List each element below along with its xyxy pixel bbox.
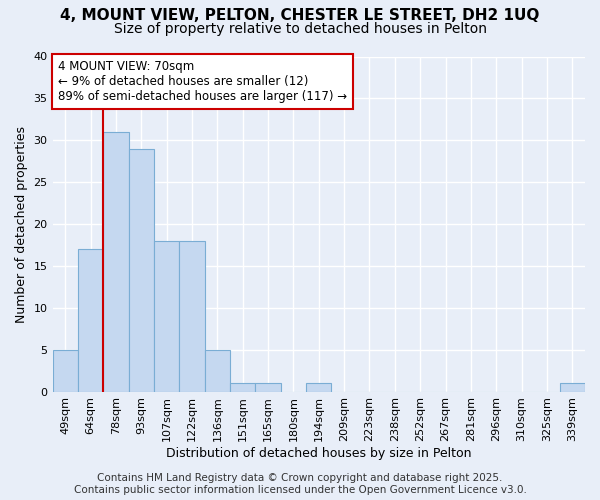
Text: Contains HM Land Registry data © Crown copyright and database right 2025.
Contai: Contains HM Land Registry data © Crown c… (74, 474, 526, 495)
Text: 4, MOUNT VIEW, PELTON, CHESTER LE STREET, DH2 1UQ: 4, MOUNT VIEW, PELTON, CHESTER LE STREET… (61, 8, 539, 22)
Bar (78, 249, 103, 392)
Bar (179, 241, 205, 392)
Bar (154, 241, 179, 392)
Bar (560, 383, 585, 392)
X-axis label: Distribution of detached houses by size in Pelton: Distribution of detached houses by size … (166, 447, 472, 460)
Bar (306, 383, 331, 392)
Bar (256, 383, 281, 392)
Bar (128, 148, 154, 392)
Text: 4 MOUNT VIEW: 70sqm
← 9% of detached houses are smaller (12)
89% of semi-detache: 4 MOUNT VIEW: 70sqm ← 9% of detached hou… (58, 60, 347, 103)
Text: Size of property relative to detached houses in Pelton: Size of property relative to detached ho… (113, 22, 487, 36)
Bar (230, 383, 256, 392)
Bar (53, 350, 78, 392)
Bar (205, 350, 230, 392)
Y-axis label: Number of detached properties: Number of detached properties (15, 126, 28, 322)
Bar (103, 132, 128, 392)
